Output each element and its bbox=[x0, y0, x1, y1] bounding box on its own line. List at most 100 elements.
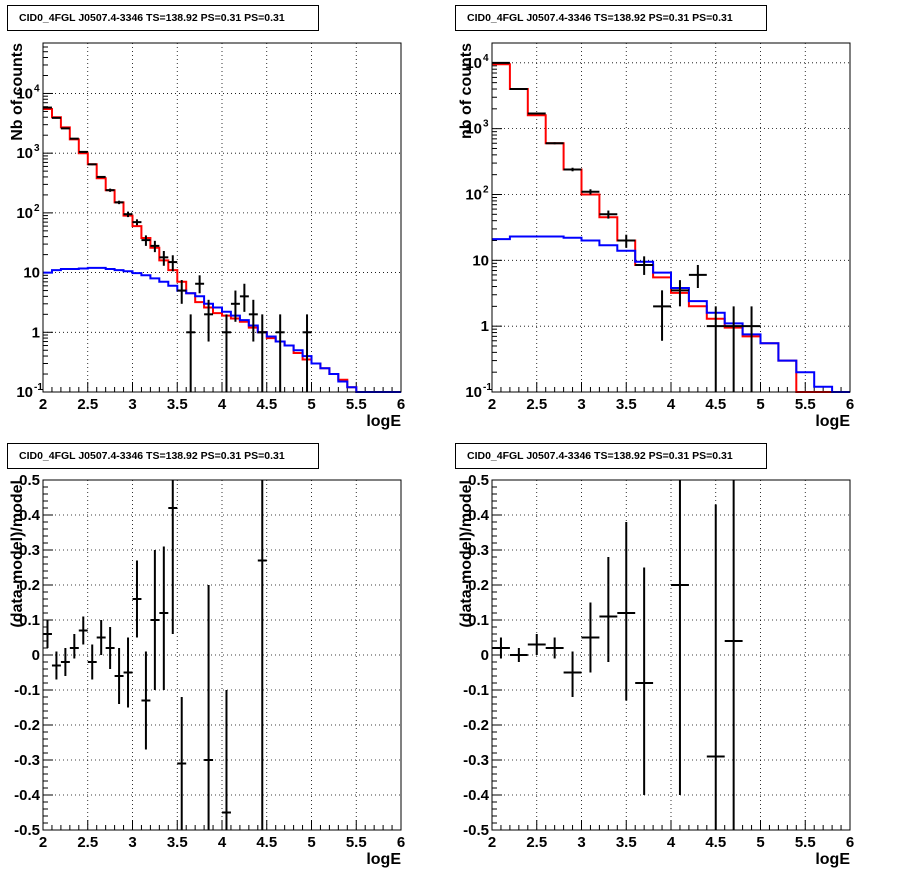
x-tick-label: 4 bbox=[218, 396, 227, 413]
x-tick-label: 3 bbox=[577, 834, 585, 851]
x-tick-label: 3.5 bbox=[167, 396, 188, 413]
y-tick-label: 0.2 bbox=[468, 577, 489, 594]
y-axis-title: Nb of counts bbox=[9, 43, 26, 141]
y-axis-title: (data-model)/model bbox=[9, 480, 26, 628]
plot-area bbox=[492, 480, 850, 830]
x-tick-label: 2 bbox=[488, 396, 496, 413]
x-tick-label: 4.5 bbox=[256, 396, 277, 413]
x-tick-label: 5.5 bbox=[795, 396, 816, 413]
x-tick-label: 2 bbox=[39, 834, 47, 851]
y-tick-exponent: 4 bbox=[34, 83, 40, 94]
plot-title-top-right: CID0_4FGL J0507.4-3346 TS=138.92 PS=0.31… bbox=[455, 5, 767, 31]
x-tick-label: 3.5 bbox=[616, 396, 637, 413]
x-tick-label: 5 bbox=[307, 834, 315, 851]
x-tick-label: 2.5 bbox=[526, 396, 547, 413]
y-tick-label: 0.4 bbox=[19, 507, 41, 524]
y-tick-label: 10 bbox=[465, 55, 482, 72]
y-tick-label: -0.2 bbox=[14, 717, 40, 734]
y-tick-label: -0.3 bbox=[14, 752, 40, 769]
y-tick-label: 10 bbox=[465, 384, 482, 401]
x-tick-label: 3 bbox=[128, 834, 136, 851]
y-axis-title: (data-model)/model bbox=[458, 480, 475, 628]
plot-frame bbox=[42, 42, 402, 393]
y-tick-label: -0.5 bbox=[463, 822, 489, 839]
y-tick-label: 0.3 bbox=[19, 542, 40, 559]
x-tick-label: 4.5 bbox=[256, 834, 277, 851]
x-tick-label: 5 bbox=[756, 396, 764, 413]
y-tick-label: 10 bbox=[23, 265, 40, 282]
y-tick-label: 10 bbox=[16, 145, 33, 162]
x-axis-title: logE bbox=[815, 413, 850, 430]
y-tick-label: 0.1 bbox=[19, 612, 40, 629]
x-tick-label: 5.5 bbox=[346, 396, 367, 413]
plot-title-bottom-left: CID0_4FGL J0507.4-3346 TS=138.92 PS=0.31… bbox=[7, 443, 319, 469]
x-tick-label: 5 bbox=[756, 834, 764, 851]
x-tick-label: 4 bbox=[667, 834, 676, 851]
y-axis-title: nb of counts bbox=[458, 43, 475, 139]
y-tick-label: 10 bbox=[16, 384, 33, 401]
y-tick-exponent: 3 bbox=[34, 143, 40, 154]
plot-area bbox=[43, 43, 401, 392]
y-tick-label: 0.5 bbox=[468, 472, 489, 489]
x-tick-label: 3.5 bbox=[616, 834, 637, 851]
y-tick-exponent: 3 bbox=[483, 119, 489, 130]
y-tick-label: -0.1 bbox=[14, 682, 40, 699]
x-tick-label: 2.5 bbox=[77, 834, 98, 851]
y-tick-label: -0.4 bbox=[463, 787, 490, 804]
y-tick-label: -0.4 bbox=[14, 787, 41, 804]
x-axis-title: logE bbox=[815, 851, 850, 868]
x-tick-label: 2.5 bbox=[526, 834, 547, 851]
series-line-background bbox=[43, 266, 401, 393]
y-tick-exponent: 4 bbox=[483, 53, 489, 64]
x-tick-label: 6 bbox=[846, 396, 854, 413]
plot-panel-p4: 2 2.5 3 3.5 4 4.5 5 5.5 6 -0.5 -0.4 -0.3 -0.2 -0.1 0 0.… bbox=[458, 472, 854, 868]
x-tick-label: 5 bbox=[307, 396, 315, 413]
plot-title-top-left: CID0_4FGL J0507.4-3346 TS=138.92 PS=0.31… bbox=[7, 5, 319, 31]
y-tick-label: -0.2 bbox=[463, 717, 489, 734]
x-tick-label: 6 bbox=[846, 834, 854, 851]
x-tick-label: 4.5 bbox=[705, 396, 726, 413]
plot-title-bottom-right: CID0_4FGL J0507.4-3346 TS=138.92 PS=0.31… bbox=[455, 443, 767, 469]
x-tick-label: 6 bbox=[397, 396, 405, 413]
y-tick-label: 1 bbox=[481, 318, 489, 335]
x-tick-label: 2 bbox=[488, 834, 496, 851]
y-tick-label: -0.1 bbox=[463, 682, 489, 699]
plot-panel-p3: 2 2.5 3 3.5 4 4.5 5 5.5 6 -0.5 -0.4 -0.3 -0.2 -0.1 0 0.… bbox=[9, 472, 405, 868]
y-tick-label: 10 bbox=[465, 186, 482, 203]
plot-frame bbox=[491, 479, 851, 831]
x-tick-label: 3 bbox=[577, 396, 585, 413]
y-tick-exponent: -1 bbox=[483, 382, 492, 393]
y-tick-label: 0.2 bbox=[19, 577, 40, 594]
x-tick-label: 3.5 bbox=[167, 834, 188, 851]
x-tick-label: 5.5 bbox=[795, 834, 816, 851]
y-tick-label: 10 bbox=[16, 85, 33, 102]
x-axis-title: logE bbox=[366, 413, 401, 430]
x-axis-title: logE bbox=[366, 851, 401, 868]
y-tick-label: 10 bbox=[16, 205, 33, 222]
y-tick-label: -0.3 bbox=[463, 752, 489, 769]
x-tick-label: 2 bbox=[39, 396, 47, 413]
x-tick-label: 4.5 bbox=[705, 834, 726, 851]
x-tick-label: 4 bbox=[218, 834, 227, 851]
x-tick-label: 2.5 bbox=[77, 396, 98, 413]
y-tick-exponent: -1 bbox=[34, 382, 43, 393]
y-tick-exponent: 2 bbox=[483, 184, 489, 195]
y-tick-label: 10 bbox=[472, 252, 489, 269]
y-tick-exponent: 2 bbox=[34, 203, 40, 214]
plot-area bbox=[492, 43, 850, 392]
y-tick-label: 0.1 bbox=[468, 612, 489, 629]
y-tick-label: 10 bbox=[465, 121, 482, 138]
y-tick-label: -0.5 bbox=[14, 822, 40, 839]
plot-area bbox=[43, 480, 401, 830]
x-tick-label: 5.5 bbox=[346, 834, 367, 851]
x-tick-label: 6 bbox=[397, 834, 405, 851]
y-tick-label: 0 bbox=[32, 647, 40, 664]
y-tick-label: 0.3 bbox=[468, 542, 489, 559]
y-tick-label: 0.4 bbox=[468, 507, 490, 524]
plot-frame bbox=[42, 479, 402, 831]
x-tick-label: 3 bbox=[128, 396, 136, 413]
y-tick-label: 1 bbox=[32, 324, 40, 341]
